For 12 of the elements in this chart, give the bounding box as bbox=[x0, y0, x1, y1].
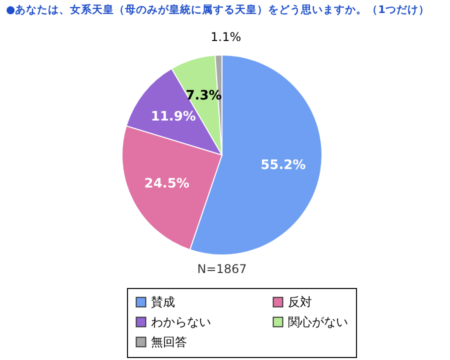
text: N=1867 bbox=[197, 262, 247, 276]
data-label: 7.3% bbox=[186, 88, 222, 104]
data-label: 24.5% bbox=[144, 176, 190, 192]
data-label: 55.2% bbox=[260, 158, 306, 174]
legend-label: 関心がない bbox=[288, 315, 348, 329]
legend-label: 反対 bbox=[288, 295, 312, 310]
legend-label: わからない bbox=[151, 315, 211, 329]
chart-title: ●あなたは、女系天皇（母のみが皇統に属する天皇）をどう思いますか。（1つだけ） bbox=[6, 3, 430, 16]
legend-label: 賛成 bbox=[151, 295, 175, 310]
data-label: 1.1% bbox=[210, 30, 242, 44]
legend-label: 無回答 bbox=[151, 335, 187, 349]
data-label: 11.9% bbox=[150, 110, 196, 125]
